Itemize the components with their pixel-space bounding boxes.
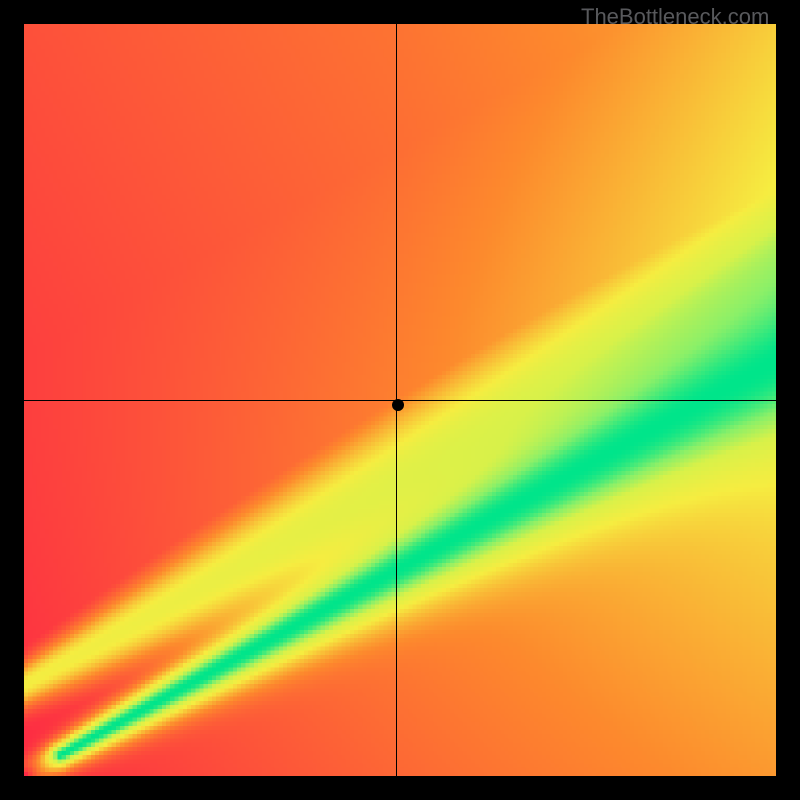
chart-root: TheBottleneck.com xyxy=(0,0,800,800)
watermark-label: TheBottleneck.com xyxy=(581,4,769,30)
